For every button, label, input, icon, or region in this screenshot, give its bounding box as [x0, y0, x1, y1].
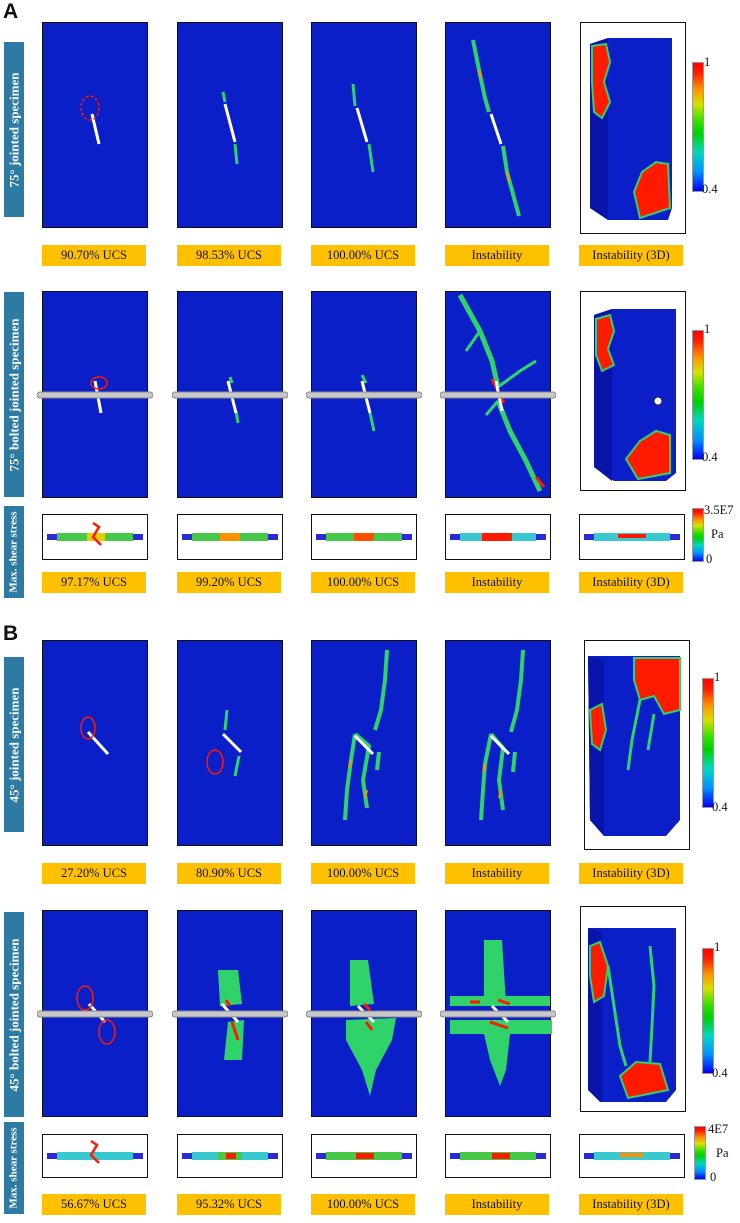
ucs-tag: 100.00% UCS [311, 863, 415, 884]
colorbar-b-shear [694, 1126, 706, 1180]
bolt-stress-b-3 [311, 1134, 417, 1178]
colorbar-a-jointed [692, 62, 704, 192]
specimen-a-jointed-1 [42, 22, 148, 228]
side-label-text: 75° jointed specimen [6, 72, 21, 187]
colorbar-min-label: 0.4 [702, 182, 718, 196]
colorbar-min-label: 0 [706, 552, 713, 566]
side-label-b-jointed: 45° jointed specimen [4, 657, 24, 832]
ucs-tag: 80.90% UCS [177, 863, 281, 884]
colorbar-b-bolted [702, 948, 714, 1074]
specimen-a-jointed-2 [177, 22, 283, 228]
bolt-stress-a-3d [579, 514, 685, 560]
bolt-stress-a-1 [42, 514, 148, 560]
side-label-b-shear: Max. shear stress [4, 1122, 24, 1214]
bolt-stress-a-2 [177, 514, 283, 560]
ucs-tag: Instability (3D) [579, 863, 683, 884]
specimen-b-jointed-3d [584, 640, 690, 850]
specimen-b-jointed-3 [311, 640, 417, 846]
ucs-tag: Instability [445, 863, 549, 884]
colorbar-a-shear [692, 508, 704, 562]
side-label-text: 45° jointed specimen [6, 687, 21, 802]
side-label-a-shear: Max. shear stress [4, 506, 24, 598]
specimen-b-bolted-2 [172, 910, 288, 1117]
side-label-text: Max. shear stress [8, 511, 21, 593]
specimen-b-bolted-4 [440, 910, 556, 1117]
ucs-tag: 56.67% UCS [42, 1194, 146, 1215]
ucs-tag: 99.20% UCS [177, 572, 281, 593]
colorbar-unit-label: Pa [711, 527, 724, 541]
ucs-tag: 95.32% UCS [177, 1194, 281, 1215]
ucs-tag: 100.00% UCS [311, 572, 415, 593]
colorbar-b-jointed [702, 678, 714, 808]
specimen-b-jointed-4 [445, 640, 551, 846]
ucs-tag: 27.20% UCS [42, 863, 146, 884]
side-label-b-bolted: 45° bolted jointed specimen [4, 912, 24, 1117]
colorbar-min-label: 0.4 [712, 800, 728, 814]
colorbar-max-label: 1 [714, 940, 721, 954]
ucs-tag: Instability [445, 572, 549, 593]
side-label-a-jointed: 75° jointed specimen [4, 42, 24, 217]
specimen-b-jointed-1 [42, 640, 148, 846]
colorbar-min-label: 0.4 [712, 1066, 728, 1080]
bolt-stress-a-3 [311, 514, 417, 560]
ucs-tag: Instability [445, 245, 549, 266]
bolt-stress-b-3d [579, 1134, 685, 1178]
specimen-a-jointed-4 [445, 22, 551, 228]
bolt-stress-b-2 [177, 1134, 283, 1178]
colorbar-max-label: 1 [704, 322, 711, 336]
bolt-stress-b-4 [445, 1134, 551, 1178]
ucs-tag: Instability (3D) [579, 572, 683, 593]
colorbar-max-label: 4E7 [708, 1122, 729, 1136]
side-label-text: 75° bolted jointed specimen [6, 318, 22, 471]
colorbar-min-label: 0.4 [702, 450, 718, 464]
ucs-tag: 90.70% UCS [42, 245, 146, 266]
specimen-a-bolted-4 [440, 291, 556, 498]
side-label-text: Max. shear stress [8, 1127, 21, 1209]
specimen-a-bolted-2 [172, 291, 288, 498]
colorbar-max-label: 1 [714, 670, 721, 684]
colorbar-min-label: 0 [710, 1170, 717, 1184]
specimen-b-jointed-2 [177, 640, 283, 846]
specimen-a-jointed-3 [311, 22, 417, 228]
ucs-tag: Instability [445, 1194, 549, 1215]
colorbar-max-label: 1 [704, 55, 711, 69]
panel-letter-a: A [3, 0, 19, 23]
colorbar-a-bolted [692, 330, 704, 460]
ucs-tag: Instability (3D) [579, 245, 683, 266]
specimen-b-bolted-3 [306, 910, 422, 1117]
ucs-tag: 100.00% UCS [311, 1194, 415, 1215]
bolt-stress-a-4 [445, 514, 551, 560]
colorbar-unit-label: Pa [716, 1146, 729, 1160]
ucs-tag: 100.00% UCS [311, 245, 415, 266]
specimen-a-bolted-3d [580, 291, 686, 491]
ucs-tag: Instability (3D) [579, 1194, 683, 1215]
specimen-b-bolted-1 [37, 910, 153, 1117]
specimen-b-bolted-3d [580, 906, 686, 1112]
panel-letter-b: B [3, 622, 19, 645]
colorbar-max-label: 3.5E7 [704, 503, 734, 517]
ucs-tag: 98.53% UCS [177, 245, 281, 266]
bolt-stress-b-1 [42, 1134, 148, 1178]
specimen-a-bolted-3 [306, 291, 422, 498]
side-label-a-bolted: 75° bolted jointed specimen [4, 292, 24, 497]
side-label-text: 45° bolted jointed specimen [6, 938, 22, 1091]
specimen-a-bolted-1 [37, 291, 153, 498]
ucs-tag: 97.17% UCS [42, 572, 146, 593]
specimen-a-jointed-3d [580, 22, 686, 234]
